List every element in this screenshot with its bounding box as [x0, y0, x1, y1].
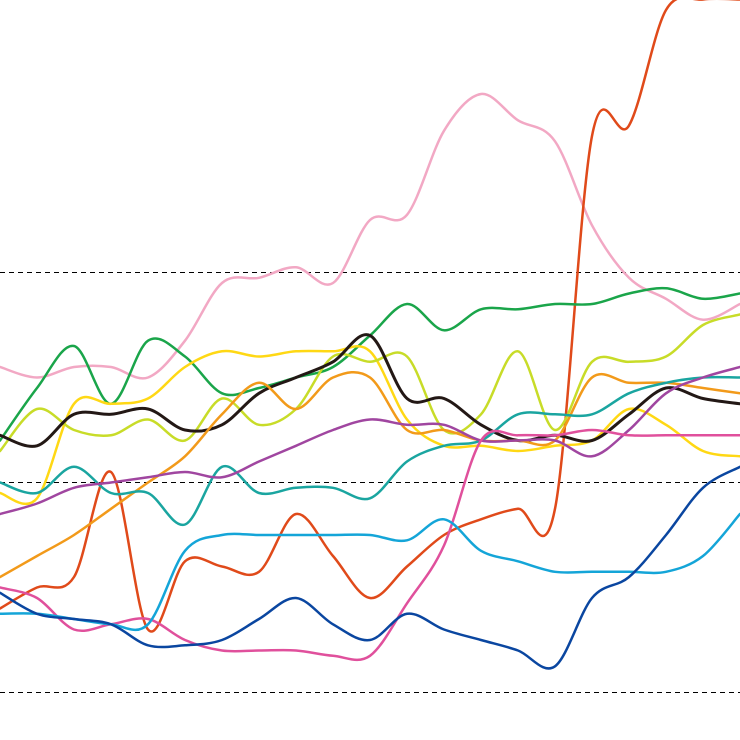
series-lines	[0, 0, 740, 670]
series-line-12	[0, 465, 740, 670]
series-line-11	[0, 512, 740, 632]
series-line-6	[0, 333, 740, 448]
series-line-8	[0, 375, 740, 526]
series-line-3	[0, 286, 740, 442]
series-line-9	[0, 365, 740, 516]
series-line-1	[0, 92, 740, 380]
grid-lines	[0, 272, 740, 693]
series-line-2	[0, 0, 740, 633]
series-line-10	[0, 428, 740, 662]
series-line-7	[0, 371, 740, 579]
series-line-4	[0, 345, 740, 506]
